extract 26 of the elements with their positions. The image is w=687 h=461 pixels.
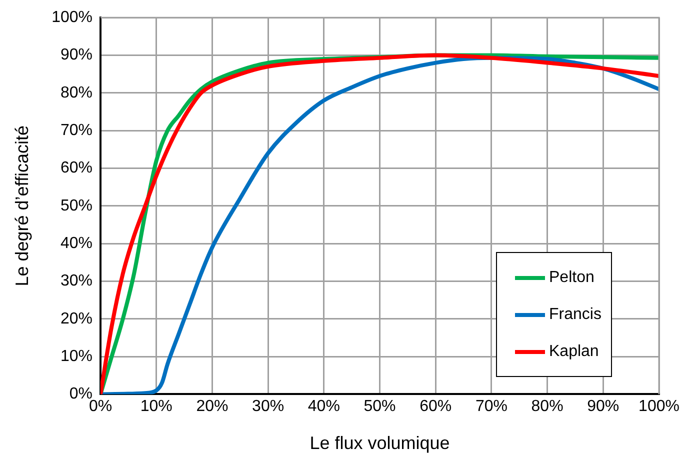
y-tick-label: 80% bbox=[60, 84, 93, 102]
y-tick-label: 50% bbox=[60, 197, 93, 214]
x-tick-label: 90% bbox=[587, 398, 620, 416]
y-tick-label: 40% bbox=[60, 234, 93, 252]
x-tick-label: 50% bbox=[364, 398, 396, 416]
y-tick-label: 20% bbox=[60, 310, 93, 328]
y-tick-label: 60% bbox=[60, 160, 93, 177]
y-tick-label: 70% bbox=[60, 122, 93, 139]
legend-label: Kaplan bbox=[549, 342, 599, 360]
x-tick-label: 20% bbox=[196, 398, 228, 416]
x-tick-label: 70% bbox=[475, 398, 508, 416]
y-tick-label: 90% bbox=[60, 46, 93, 64]
legend-label: Pelton bbox=[549, 268, 594, 286]
y-axis-title: Le degré d’efficacité bbox=[12, 126, 32, 286]
y-tick-label: 100% bbox=[52, 9, 93, 26]
x-tick-label: 0% bbox=[88, 398, 112, 416]
x-axis-title: Le flux volumique bbox=[310, 433, 450, 454]
y-tick-label: 30% bbox=[60, 272, 93, 290]
x-tick-label: 40% bbox=[308, 398, 340, 416]
x-tick-label: 30% bbox=[252, 398, 284, 416]
x-tick-label: 80% bbox=[531, 398, 564, 416]
legend-label: Francis bbox=[549, 306, 602, 324]
x-tick-label: 100% bbox=[638, 398, 680, 416]
x-tick-label: 10% bbox=[140, 398, 172, 416]
y-tick-label: 10% bbox=[60, 348, 93, 365]
x-tick-label: 60% bbox=[420, 398, 452, 416]
